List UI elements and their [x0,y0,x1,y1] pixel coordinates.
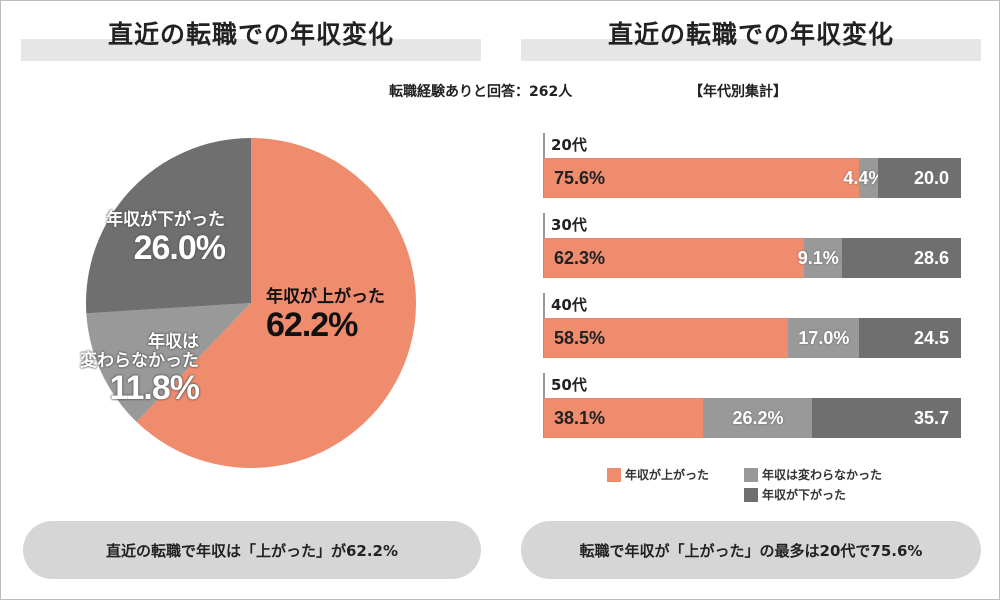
pie-label-same: 年収は 変わらなかった 11.8% [51,332,200,408]
pie-slice-same [86,303,251,422]
left-title-band [21,39,481,61]
bar-segment-up [544,238,804,278]
category-label: 30代 [551,216,587,234]
pie-label-same-line2: 変わらなかった [80,350,199,371]
data-label-down: 20.0 [913,168,949,188]
bar-segment-down [841,238,961,278]
legend-swatch-down [744,487,758,502]
pie-label-down: 年収が下がった 26.0% [61,210,226,267]
breakdown-subtitle: 【年代別集計】 [689,84,787,100]
bar-segment-same [787,318,859,358]
pie-label-same-value: 11.8% [109,369,200,408]
legend-label-up: 年収が上がった [625,468,710,482]
data-label-up: 62.3% [554,248,606,268]
category-label: 40代 [551,296,587,314]
legend-same: 年収は変わらなかった [744,466,882,483]
legend-label-down: 年収が下がった [762,488,847,502]
bar-segment-down [858,318,961,358]
pie-slice-up [136,138,416,468]
pie-label-up-text: 年収が上がった [266,287,385,307]
bar-segment-same [859,158,878,198]
bar-segment-up [544,158,860,198]
right-summary: 転職で年収が「上がった」の最多は20代で75.6% [521,521,981,579]
left-summary: 直近の転職で年収は「上がった」が62.2% [23,521,481,579]
category-label: 20代 [551,136,587,154]
data-label-same: 4.4% [843,168,885,188]
pie-slice-down [86,137,251,314]
pie-label-same-line1: 年収は [148,332,199,352]
bar-segment-down [812,398,961,438]
data-label-up: 58.5% [554,328,606,348]
legend-swatch-up [607,467,621,482]
data-label-same: 17.0% [798,328,850,348]
data-label-down: 35.7 [913,408,949,428]
pie-label-up-value: 62.2% [266,305,358,344]
data-label-same: 9.1% [797,248,839,268]
bar-segment-up [544,318,788,358]
pie-label-down-value: 26.0% [133,228,226,267]
category-label: 50代 [551,376,587,394]
respondents-note: 転職経験ありと回答：262人 [389,84,573,100]
pie-label-down-text: 年収が下がった [106,210,225,230]
data-label-down: 24.5 [913,328,949,348]
data-label-up: 38.1% [554,408,606,428]
bar-segment-same [702,398,813,438]
legend-up: 年収が上がった [607,466,709,483]
pie-label-up: 年収が上がった 62.2% [266,288,385,344]
pie-chart [86,137,416,468]
legend-label-same: 年収は変わらなかった [762,468,883,482]
data-label-same: 26.2% [732,408,784,428]
right-title: 直近の転職での年収変化 [607,20,894,49]
bar-segment-same [803,238,842,278]
legend-down: 年収が下がった [744,486,846,503]
bar-segment-up [544,398,703,438]
left-title: 直近の転職での年収変化 [107,20,394,49]
data-label-down: 28.6 [913,248,949,268]
data-label-up: 75.6% [554,168,606,188]
legend-swatch-same [744,467,758,482]
bar-segment-down [877,158,961,198]
right-title-band [521,39,981,61]
